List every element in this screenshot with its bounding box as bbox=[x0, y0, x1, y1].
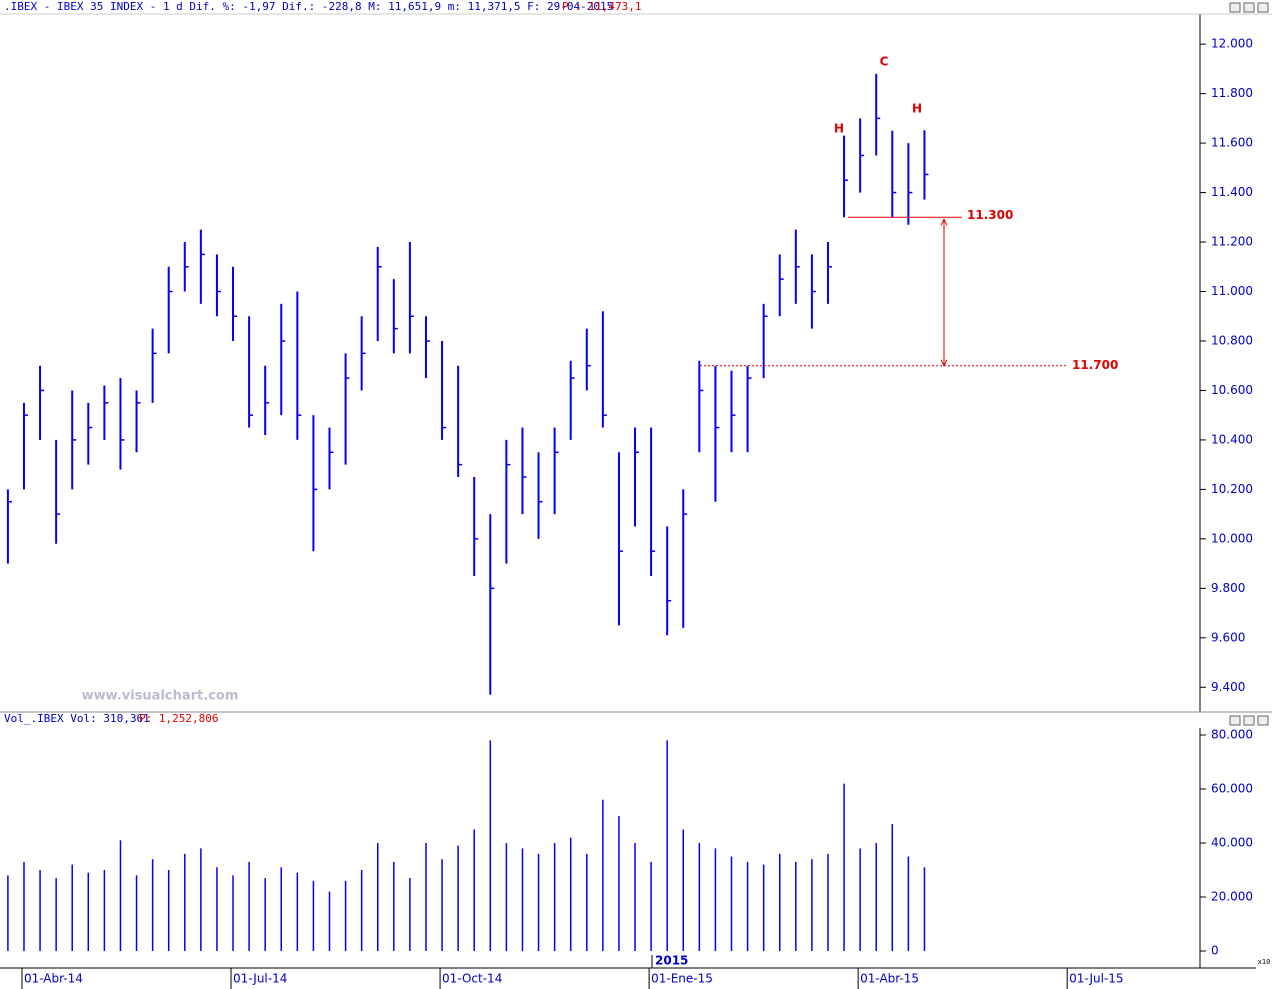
x-tick-label: 01-Abr-15 bbox=[860, 972, 919, 986]
y-tick-label: 10.200 bbox=[1211, 482, 1253, 496]
close-button[interactable] bbox=[1257, 2, 1269, 13]
x-tick-label: 01-Jul-14 bbox=[233, 972, 287, 986]
close-button[interactable] bbox=[1257, 715, 1269, 726]
watermark: www.visualchart.com bbox=[82, 689, 239, 704]
y-tick-label: 12.000 bbox=[1211, 37, 1253, 51]
scale-label: x10 bbox=[1258, 958, 1271, 966]
y-tick-label: 10.600 bbox=[1211, 383, 1253, 397]
y-tick-label: 11.600 bbox=[1211, 136, 1253, 150]
y-tick-label: 0 bbox=[1211, 944, 1219, 958]
y-tick-label: 10.800 bbox=[1211, 333, 1253, 347]
y-tick-label: 9.600 bbox=[1211, 630, 1245, 644]
y-tick-label: 11.800 bbox=[1211, 86, 1253, 100]
volume-header: Vol_.IBEX Vol: 310,361 bbox=[4, 712, 150, 725]
minimize-button[interactable] bbox=[1229, 715, 1241, 726]
annotation: 11.300 bbox=[967, 208, 1013, 222]
volume-last: P: 1,252,806 bbox=[139, 712, 218, 725]
annotation: H bbox=[912, 102, 922, 116]
maximize-button[interactable] bbox=[1243, 2, 1255, 13]
minimize-button[interactable] bbox=[1229, 2, 1241, 13]
y-tick-label: 11.000 bbox=[1211, 284, 1253, 298]
year-label: 2015 bbox=[655, 954, 688, 968]
window-controls[interactable] bbox=[1229, 2, 1269, 726]
arrow-head bbox=[940, 218, 948, 367]
y-tick-label: 10.000 bbox=[1211, 531, 1253, 545]
y-tick-label: 20.000 bbox=[1211, 889, 1253, 903]
y-tick-label: 11.200 bbox=[1211, 235, 1253, 249]
annotation: 11.700 bbox=[1072, 358, 1118, 372]
y-tick-label: 9.400 bbox=[1211, 680, 1245, 694]
x-tick-label: 01-Oct-14 bbox=[442, 972, 502, 986]
x-tick-label: 01-Ene-15 bbox=[651, 972, 713, 986]
y-tick-label: 80.000 bbox=[1211, 727, 1253, 741]
y-tick-label: 9.800 bbox=[1211, 581, 1245, 595]
price-last: P : 11,473,1 bbox=[562, 0, 641, 13]
x-tick-label: 01-Abr-14 bbox=[24, 972, 83, 986]
annotation: C bbox=[880, 55, 889, 69]
x-tick-label: 01-Jul-15 bbox=[1069, 972, 1123, 986]
y-tick-label: 11.400 bbox=[1211, 185, 1253, 199]
price-header: .IBEX - IBEX 35 INDEX - 1 d Dif. %: -1,9… bbox=[4, 0, 613, 13]
y-tick-label: 40.000 bbox=[1211, 835, 1253, 849]
y-tick-label: 60.000 bbox=[1211, 781, 1253, 795]
annotation: H bbox=[834, 122, 844, 136]
maximize-button[interactable] bbox=[1243, 715, 1255, 726]
y-tick-label: 10.400 bbox=[1211, 432, 1253, 446]
